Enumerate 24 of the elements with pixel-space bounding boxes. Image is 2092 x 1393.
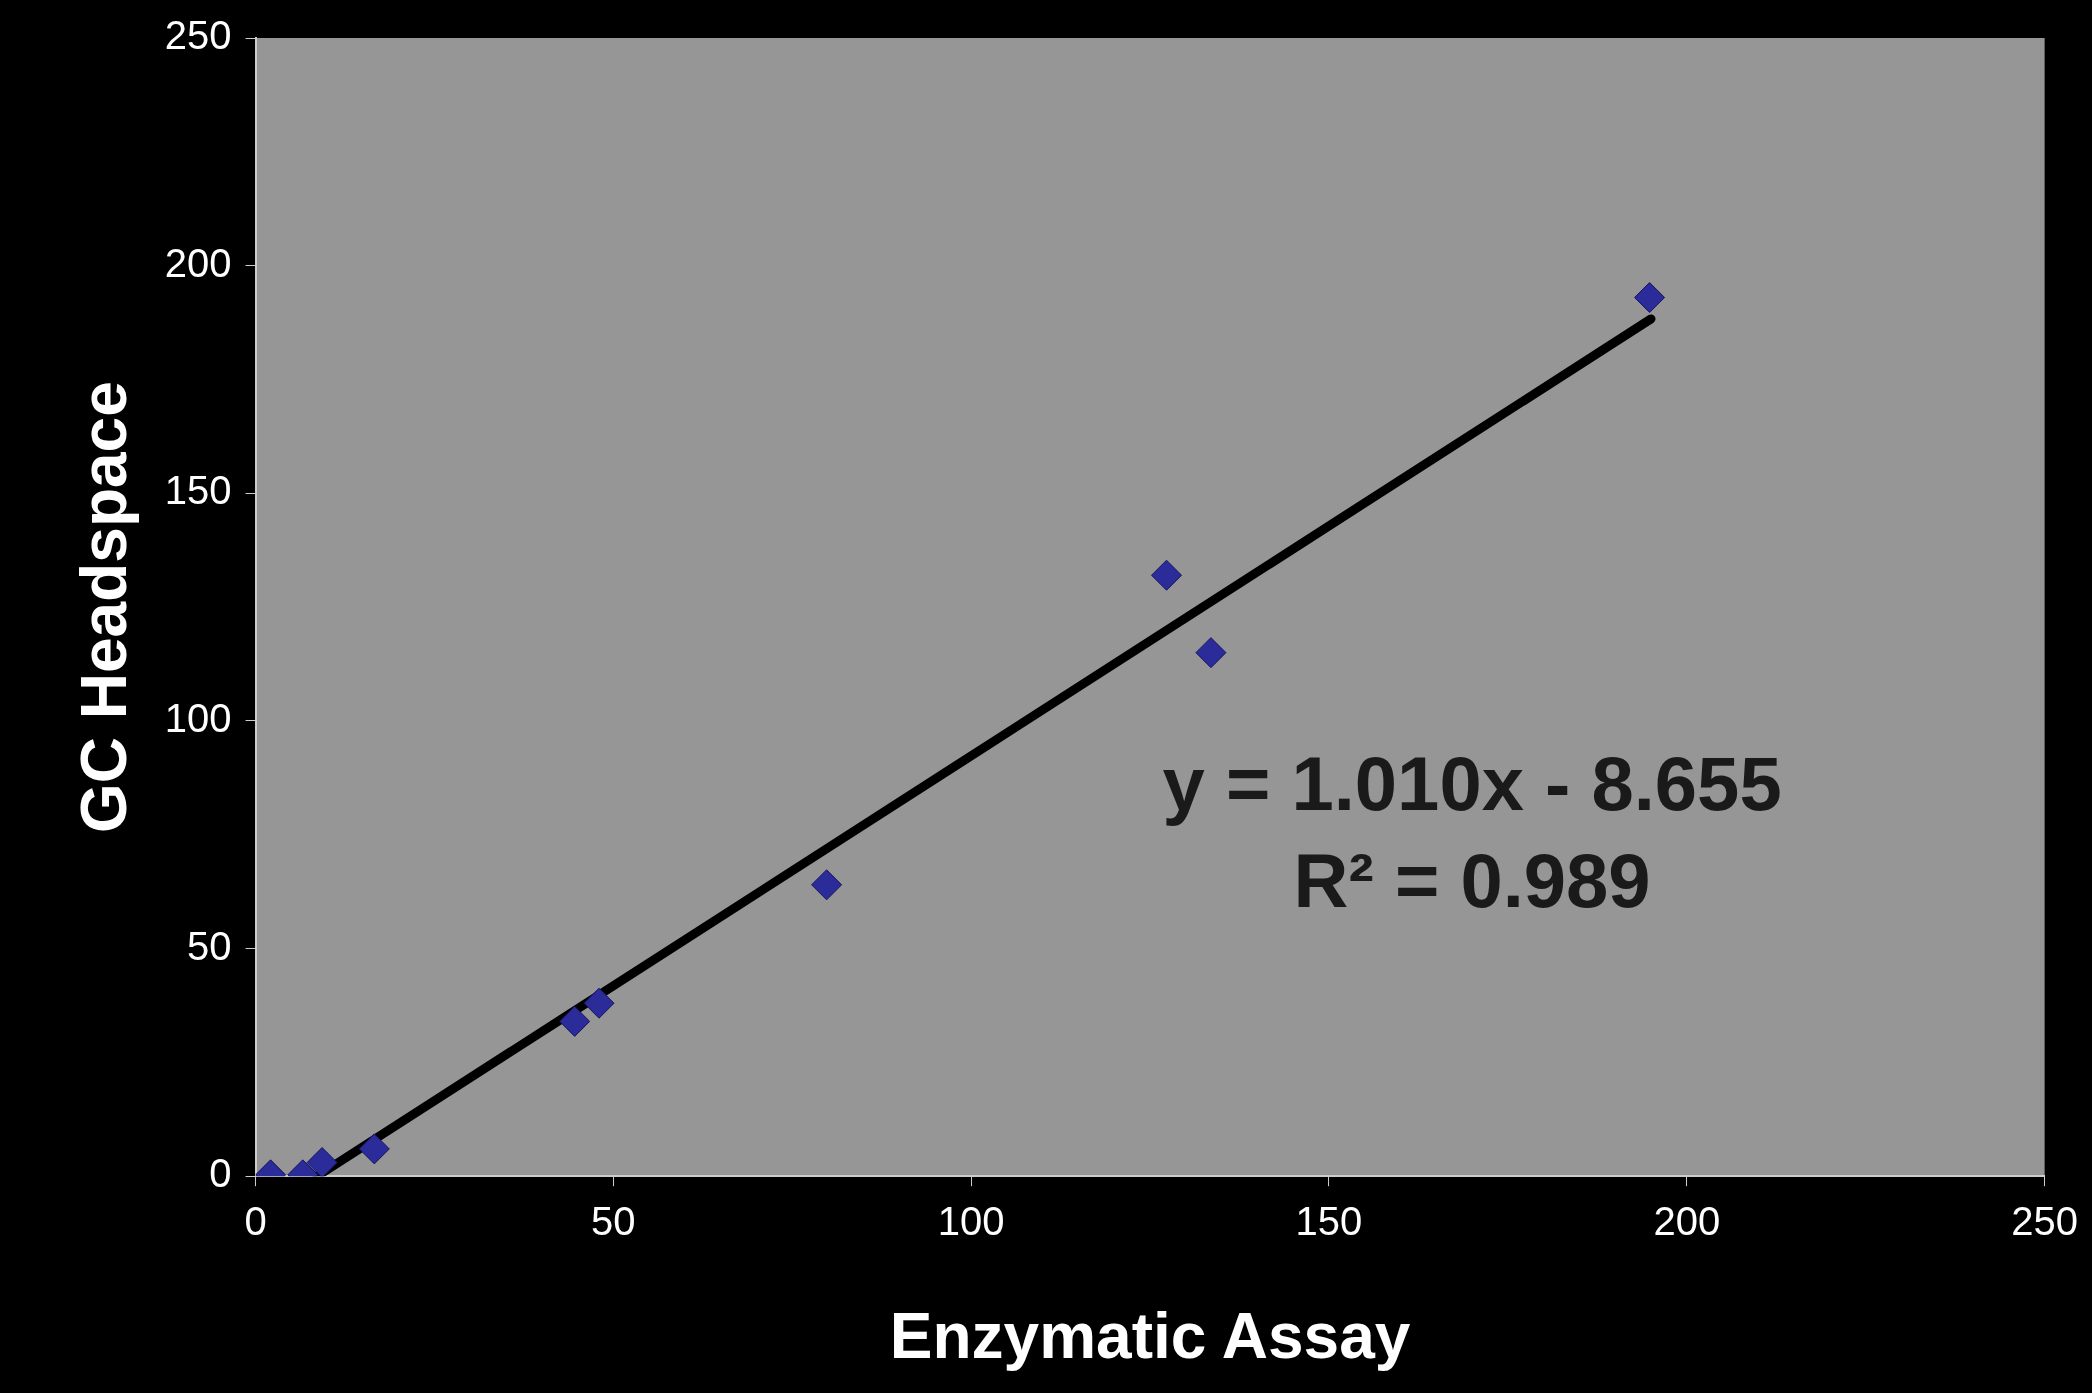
point [811, 869, 843, 901]
annotation: R² = 0.989 [1293, 837, 1651, 923]
annotation: y = 1.010x - 8.655 [1162, 741, 1782, 827]
x-tick-label: 0 [244, 1199, 267, 1244]
point [559, 1005, 591, 1037]
point [1634, 282, 1666, 314]
point [583, 987, 615, 1019]
x-tick-label: 100 [937, 1199, 1005, 1244]
y-tick-label: 200 [164, 240, 232, 285]
y-tick-label: 150 [164, 468, 232, 513]
point [358, 1133, 390, 1165]
y-tick-label: 250 [164, 13, 232, 58]
point [1151, 559, 1183, 591]
x-axis-title: Enzymatic Assay [889, 1300, 1411, 1373]
x-tick-label: 150 [1295, 1199, 1363, 1244]
x-tick-label: 50 [591, 1199, 636, 1244]
x-tick-label: 200 [1653, 1199, 1721, 1244]
y-tick-label: 0 [209, 1151, 232, 1196]
y-tick-label: 50 [187, 923, 232, 968]
point [1195, 637, 1227, 669]
point [306, 1147, 338, 1177]
y-axis-title: GC Headspace [68, 381, 141, 833]
x-tick-label: 250 [2011, 1199, 2079, 1244]
y-tick-label: 100 [164, 695, 232, 740]
